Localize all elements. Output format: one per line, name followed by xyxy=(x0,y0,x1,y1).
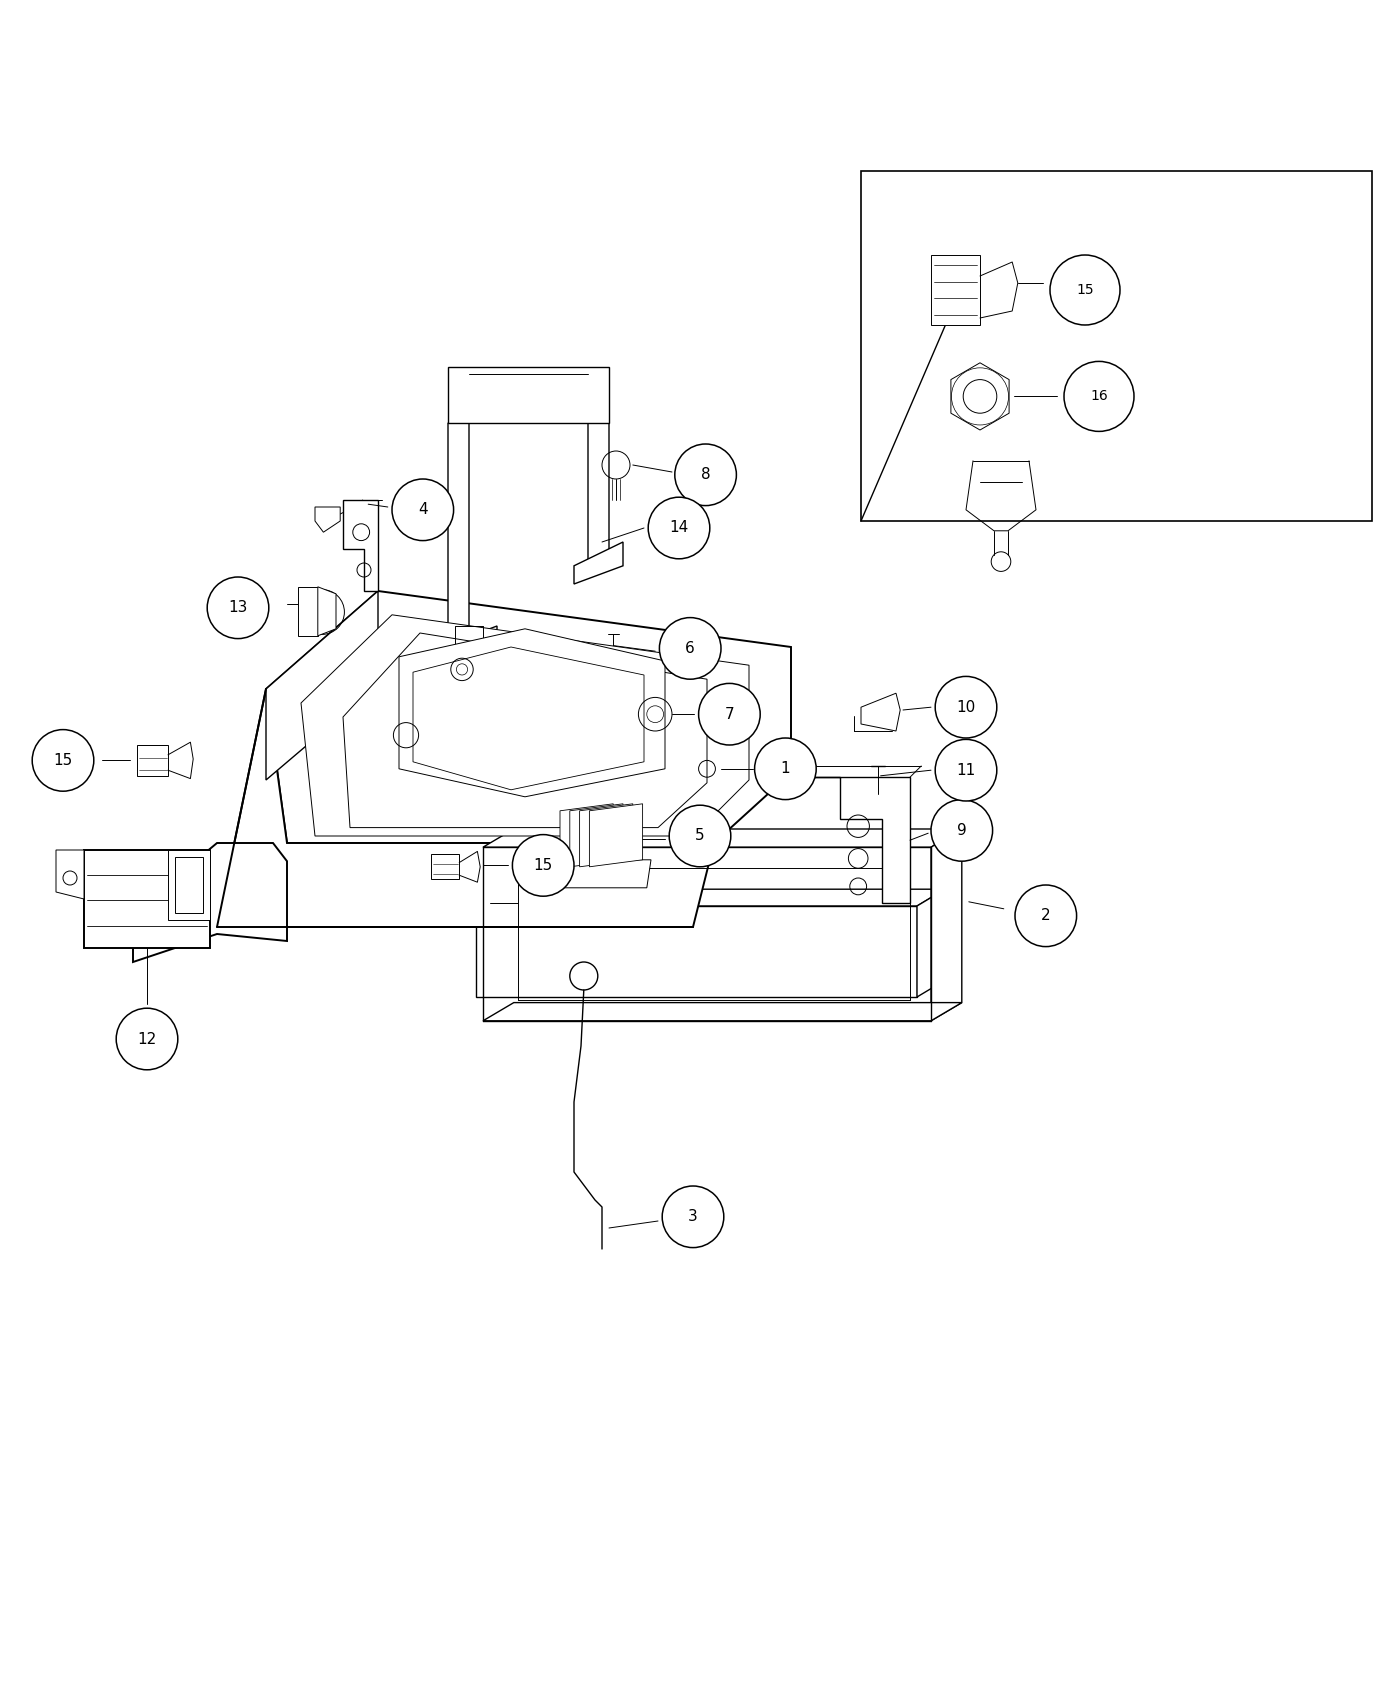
Polygon shape xyxy=(560,804,613,867)
Polygon shape xyxy=(574,542,623,585)
Text: 2: 2 xyxy=(1042,908,1050,923)
Polygon shape xyxy=(589,804,643,867)
Polygon shape xyxy=(343,500,378,592)
Text: 1: 1 xyxy=(781,762,790,777)
Polygon shape xyxy=(298,586,318,636)
Polygon shape xyxy=(580,804,633,867)
Polygon shape xyxy=(137,745,168,775)
Text: 13: 13 xyxy=(228,600,248,615)
Polygon shape xyxy=(175,857,203,913)
Polygon shape xyxy=(476,906,917,996)
Circle shape xyxy=(659,617,721,680)
Text: 9: 9 xyxy=(958,823,966,838)
Text: 6: 6 xyxy=(686,641,694,656)
Polygon shape xyxy=(318,586,336,636)
Text: 4: 4 xyxy=(419,502,427,517)
Circle shape xyxy=(32,729,94,790)
Polygon shape xyxy=(343,632,707,828)
Circle shape xyxy=(1015,886,1077,947)
Polygon shape xyxy=(483,1003,962,1020)
Polygon shape xyxy=(315,507,340,532)
Circle shape xyxy=(207,576,269,639)
Polygon shape xyxy=(861,694,900,731)
Polygon shape xyxy=(56,850,84,899)
Circle shape xyxy=(1050,255,1120,325)
Circle shape xyxy=(662,1187,724,1248)
Polygon shape xyxy=(549,860,651,887)
Text: 12: 12 xyxy=(137,1032,157,1047)
Circle shape xyxy=(392,479,454,541)
Polygon shape xyxy=(483,830,962,847)
Polygon shape xyxy=(84,850,210,949)
Polygon shape xyxy=(448,367,609,423)
Text: 15: 15 xyxy=(1077,282,1093,297)
Polygon shape xyxy=(588,423,609,576)
Polygon shape xyxy=(448,423,469,654)
FancyBboxPatch shape xyxy=(861,172,1372,520)
Polygon shape xyxy=(413,648,644,791)
Circle shape xyxy=(931,799,993,862)
Polygon shape xyxy=(399,629,665,797)
Polygon shape xyxy=(431,853,459,879)
Polygon shape xyxy=(217,688,714,926)
Circle shape xyxy=(675,444,736,505)
Polygon shape xyxy=(441,626,497,668)
Circle shape xyxy=(935,740,997,801)
Polygon shape xyxy=(301,615,749,836)
Text: 15: 15 xyxy=(53,753,73,768)
Polygon shape xyxy=(133,843,287,962)
Circle shape xyxy=(648,496,710,559)
Text: 5: 5 xyxy=(696,828,704,843)
Text: 11: 11 xyxy=(956,763,976,777)
Circle shape xyxy=(755,738,816,799)
Polygon shape xyxy=(951,362,1009,430)
Polygon shape xyxy=(917,889,945,996)
Text: 15: 15 xyxy=(533,858,553,872)
Text: 7: 7 xyxy=(725,707,734,722)
Polygon shape xyxy=(805,777,910,903)
Polygon shape xyxy=(476,889,945,906)
Text: 3: 3 xyxy=(689,1209,697,1224)
Circle shape xyxy=(669,806,731,867)
Text: 10: 10 xyxy=(956,700,976,714)
Polygon shape xyxy=(266,592,378,780)
Circle shape xyxy=(699,683,760,745)
Circle shape xyxy=(116,1008,178,1069)
Polygon shape xyxy=(168,850,210,920)
Polygon shape xyxy=(266,592,791,843)
Text: 16: 16 xyxy=(1091,389,1107,403)
Text: 8: 8 xyxy=(701,468,710,483)
Polygon shape xyxy=(931,830,962,1020)
Polygon shape xyxy=(570,804,623,867)
Circle shape xyxy=(935,677,997,738)
Text: 14: 14 xyxy=(669,520,689,536)
Circle shape xyxy=(512,835,574,896)
Circle shape xyxy=(1064,362,1134,432)
Polygon shape xyxy=(931,255,980,325)
